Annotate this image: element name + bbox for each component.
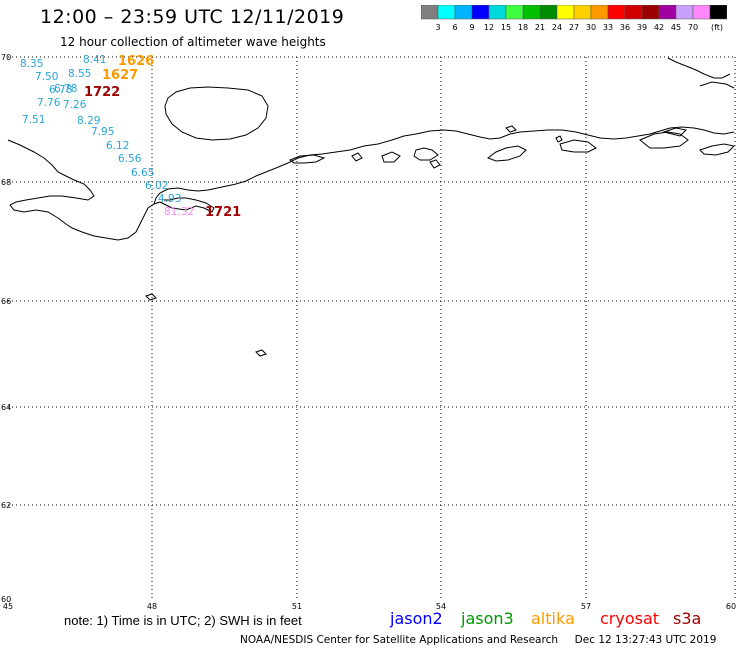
swh-value: 8.55 xyxy=(68,68,91,80)
lon-label-45: 45 xyxy=(3,602,13,611)
credit-footer: NOAA/NESDIS Center for Satellite Applica… xyxy=(240,634,717,646)
scale-label: 9 xyxy=(469,23,474,32)
longitude-labels: 45 48 51 54 57 60 xyxy=(3,602,736,611)
map-title: 12:00 – 23:59 UTC 12/11/2019 xyxy=(40,6,345,28)
scale-label: 12 xyxy=(484,23,494,32)
scale-label: 21 xyxy=(535,23,545,32)
swh-value: 7.50 xyxy=(35,71,58,83)
coastline xyxy=(7,57,736,357)
scale-label: 18 xyxy=(518,23,528,32)
swh-value: 7.26 xyxy=(63,99,87,111)
pass-times: 1626 1627 1722 1721 xyxy=(84,54,241,220)
pass-time: 1722 xyxy=(84,85,120,100)
lon-label-51: 51 xyxy=(292,602,302,611)
scale-unit: (ft) xyxy=(711,23,723,32)
lat-label-62: 62 xyxy=(1,501,11,510)
scale-label: 15 xyxy=(501,23,511,32)
scale-label: 42 xyxy=(654,23,664,32)
lat-label-70: 70 xyxy=(1,53,11,62)
swh-value: 4.93 xyxy=(158,193,181,205)
latitude-labels: 70 68 66 64 62 60 xyxy=(1,53,11,604)
scale-label: 24 xyxy=(552,23,562,32)
swh-value: 7.95 xyxy=(91,126,114,138)
wave-height-color-scale: 3 6 9 12 15 18 21 24 27 30 33 36 39 42 45 70 (ft) xyxy=(421,5,727,32)
scale-label: 27 xyxy=(569,23,579,32)
swh-value: 6.78 xyxy=(49,84,72,96)
legend-s3a: s3a xyxy=(673,609,702,628)
legend-altika: altika xyxy=(531,609,575,628)
swh-value: 8.35 xyxy=(20,58,43,70)
pass-time: 1626 xyxy=(118,54,154,69)
swh-value: 6.12 xyxy=(106,140,129,152)
legend-cryosat: cryosat xyxy=(600,609,660,628)
swh-value: 8.29 xyxy=(77,115,100,127)
scale-label: 45 xyxy=(671,23,681,32)
scale-label: 33 xyxy=(603,23,613,32)
scale-label: 30 xyxy=(586,23,596,32)
swh-value: 7.51 xyxy=(22,114,45,126)
pass-time: 1627 xyxy=(102,68,138,83)
scale-swatch xyxy=(709,5,727,20)
lon-label-54: 54 xyxy=(436,602,446,611)
scale-label: 39 xyxy=(637,23,647,32)
swh-value: 6.56 xyxy=(118,153,142,165)
scale-label: 3 xyxy=(435,23,440,32)
lat-label-64: 64 xyxy=(1,403,11,412)
legend-jason3: jason3 xyxy=(461,609,514,628)
pass-time: 1721 xyxy=(205,205,241,220)
swh-value-pink: 81.32 xyxy=(164,206,194,218)
scale-label: 70 xyxy=(688,23,698,32)
map-subtitle: 12 hour collection of altimeter wave hei… xyxy=(60,35,326,49)
footnote: note: 1) Time is in UTC; 2) SWH is in fe… xyxy=(64,613,302,628)
lon-label-57: 57 xyxy=(581,602,591,611)
swh-value: 7.76 xyxy=(37,97,61,109)
lat-label-68: 68 xyxy=(1,178,11,187)
swh-value: 6.78 xyxy=(54,83,77,95)
lat-label-60: 60 xyxy=(1,595,11,604)
lat-label-66: 66 xyxy=(1,297,11,306)
scale-label: 6 xyxy=(452,23,457,32)
swh-value: 8.41 xyxy=(83,54,106,66)
altimeter-observations: 8.35 7.50 6.78 7.76 7.51 8.41 8.55 6.78 … xyxy=(20,54,194,218)
scale-label: 36 xyxy=(620,23,630,32)
lon-label-60: 60 xyxy=(726,602,736,611)
lon-label-48: 48 xyxy=(147,602,157,611)
swh-value: 6.65 xyxy=(131,167,154,179)
legend-jason2: jason2 xyxy=(390,609,443,628)
swh-value: 6.02 xyxy=(145,180,168,192)
